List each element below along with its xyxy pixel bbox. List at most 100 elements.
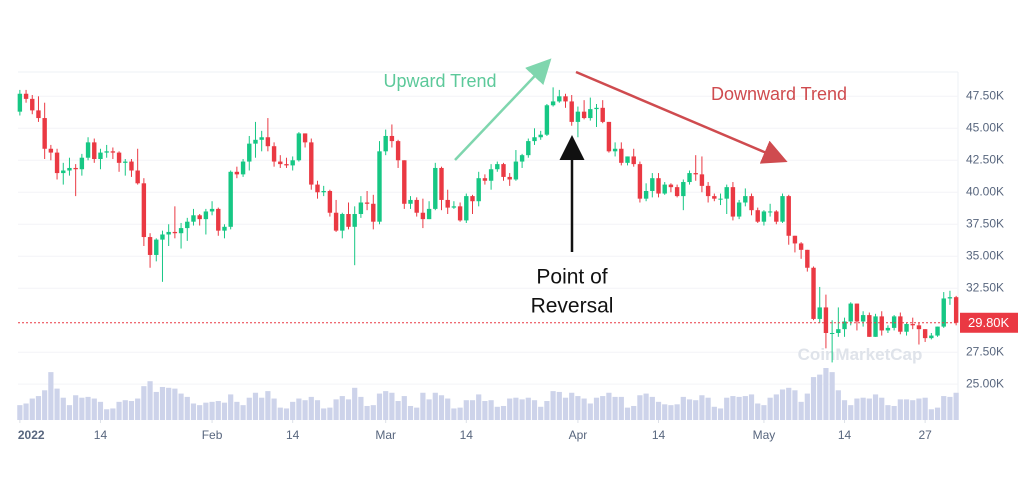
volume-bar (841, 400, 848, 420)
volume-bar (513, 397, 519, 420)
volume-bar (414, 407, 420, 420)
candle-body (898, 316, 903, 332)
x-tick-label: 14 (652, 428, 666, 442)
candle-body (358, 202, 364, 215)
volume-bar (451, 408, 457, 420)
volume-bar (804, 393, 810, 420)
candle-body (290, 160, 295, 166)
volume-bar (643, 393, 649, 420)
volume-bar (438, 395, 445, 420)
candle-body (482, 178, 488, 181)
volume-bar (463, 400, 469, 420)
volume-bar (376, 393, 383, 420)
volume-bar (190, 403, 197, 420)
volume-bar (314, 400, 321, 420)
volume-bar (829, 372, 835, 420)
candle-body (687, 173, 692, 183)
x-tick-label: 14 (286, 428, 300, 442)
candle-body (265, 137, 271, 147)
volume-bar (507, 398, 513, 420)
candle-body (935, 326, 940, 336)
candle-body (154, 239, 159, 255)
candle-body (656, 178, 661, 194)
volume-bar (860, 397, 866, 420)
candle-body (513, 161, 519, 180)
candle-body (761, 211, 767, 222)
candle-body (371, 203, 376, 222)
volume-bar (711, 406, 717, 420)
volume-bar (612, 396, 618, 420)
candle-body (811, 267, 816, 319)
volume-bar (104, 409, 110, 420)
volume-bar (110, 408, 116, 420)
candle-body (544, 105, 550, 135)
candle-body (203, 211, 209, 220)
volume-bar (779, 389, 786, 420)
candle-body (594, 107, 599, 110)
y-tick-label: 27.50K (966, 344, 1004, 358)
volume-bar (252, 392, 259, 420)
volume-bar (885, 405, 891, 420)
candle-body (160, 234, 165, 240)
volume-bar (593, 397, 600, 420)
candle-body (501, 164, 506, 177)
volume-bar (817, 374, 823, 420)
volume-bar (426, 399, 432, 420)
volume-bar (897, 399, 903, 420)
volume-bar (903, 399, 910, 420)
volume-bar (228, 394, 234, 420)
candle-body (705, 185, 711, 197)
volume-bar (761, 405, 767, 420)
candle-body (433, 167, 438, 209)
volume-bar (910, 400, 916, 420)
candle-body (829, 333, 835, 334)
candle-body (395, 141, 401, 161)
volume-bar (531, 400, 538, 420)
y-tick-label: 45.00K (966, 120, 1004, 134)
candle-body (315, 184, 320, 193)
candle-body (805, 249, 810, 268)
volume-bar (835, 390, 841, 420)
candle-body (953, 297, 959, 323)
volume-bar (600, 396, 606, 420)
volume-bar (810, 377, 817, 420)
candle-body (904, 324, 909, 332)
candle-body (420, 212, 426, 220)
candle-body (910, 324, 915, 326)
volume-bar (290, 401, 296, 420)
volume-bar (79, 397, 85, 420)
overlay: 29.80K Upward Trend Downward Trend Point of… (18, 71, 1018, 333)
candle-body (612, 148, 618, 152)
candle-body (798, 243, 804, 250)
candle-body (743, 196, 748, 203)
x-tick-label: Mar (375, 428, 396, 442)
candle-body (854, 303, 860, 322)
candle-body (668, 184, 674, 188)
volume-bar (29, 398, 35, 420)
y-tick-label: 47.50K (966, 88, 1004, 102)
annotation: Downward Trend (711, 84, 847, 104)
candle-body (302, 133, 308, 143)
volume-bar (649, 396, 655, 420)
candle-body (42, 118, 47, 149)
candle-body (209, 208, 215, 212)
candle-body (92, 142, 97, 159)
volume-bar (872, 394, 879, 420)
candle-body (650, 178, 655, 191)
candle-body (873, 316, 878, 337)
y-tick-label: 40.00K (966, 184, 1004, 198)
volume-bar (60, 397, 66, 420)
candle-body (271, 146, 277, 162)
candle-body (922, 329, 928, 339)
volume-bar (116, 401, 122, 420)
y-tick-label: 42.50K (966, 152, 1004, 166)
volume-bar (488, 400, 494, 420)
volume-bar (587, 403, 593, 420)
volume-bar (525, 397, 531, 420)
candle-body (588, 109, 593, 119)
candle-body (891, 316, 897, 328)
candle-body (73, 167, 78, 170)
x-tick-label: 14 (460, 428, 474, 442)
candle-body (885, 327, 891, 331)
